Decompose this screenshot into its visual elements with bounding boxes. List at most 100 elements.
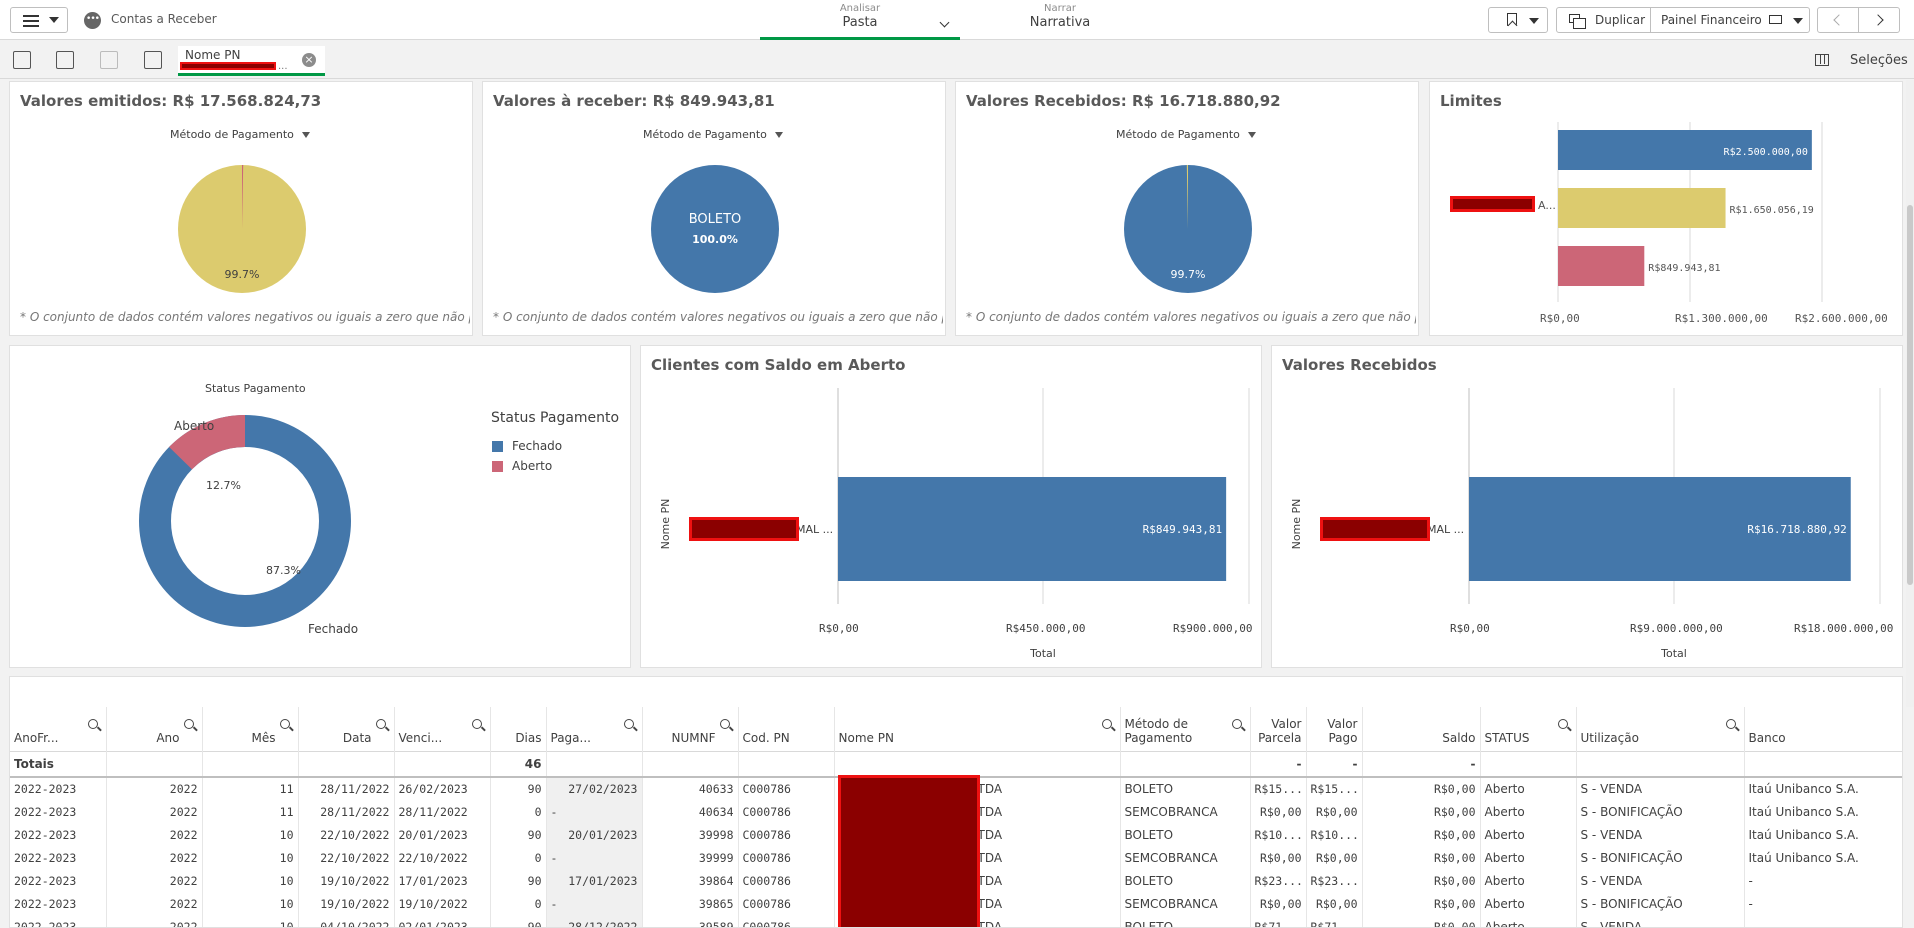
- selections-label[interactable]: Seleções: [1850, 53, 1908, 68]
- column-header-dias[interactable]: Dias: [490, 707, 547, 751]
- bar-limite[interactable]: [1558, 130, 1812, 170]
- chevron-down-icon: [774, 132, 783, 138]
- column-header-ano[interactable]: Ano: [106, 707, 203, 751]
- cell-banco: Itaú Unibanco S.A.: [1744, 846, 1902, 869]
- bar-cliente[interactable]: [1469, 477, 1851, 581]
- pie-chart[interactable]: 99.7%: [175, 162, 310, 297]
- monitor-icon: [1769, 15, 1782, 24]
- cell-venci: 02/01/2023: [394, 915, 491, 927]
- selection-chip-nome-pn[interactable]: Nome PN ... ×: [178, 46, 325, 76]
- cell-valor-parcela: R$0,00: [1250, 800, 1307, 823]
- column-header-label: Ano: [156, 730, 180, 745]
- recebidos-bar-chart[interactable]: Nome PN R$16.718.880,92 MAL ... R$0,00 R…: [1272, 346, 1904, 669]
- smart-search-icon[interactable]: [13, 51, 31, 69]
- bookmarks-button[interactable]: [1488, 7, 1548, 33]
- column-header-cod-pn[interactable]: Cod. PN: [738, 707, 835, 751]
- cell-dias: 90: [490, 823, 547, 846]
- donut-chart[interactable]: Aberto Fechado 12.7% 87.3%: [130, 406, 360, 636]
- column-header-data[interactable]: Data: [298, 707, 395, 751]
- column-header-paga[interactable]: Paga...: [546, 707, 643, 751]
- column-header-nome-pn[interactable]: Nome PN: [834, 707, 1121, 751]
- page-scrollbar[interactable]: [1906, 80, 1914, 707]
- search-icon[interactable]: [1725, 718, 1736, 729]
- app-more-icon[interactable]: •••: [84, 12, 101, 29]
- dimension-selector[interactable]: Método de Pagamento: [643, 128, 783, 141]
- cell-saldo: R$0,00: [1362, 892, 1481, 915]
- bar-utilizado[interactable]: [1558, 188, 1726, 228]
- sheet-selector[interactable]: Painel Financeiro: [1650, 7, 1810, 33]
- donut-slice-aberto[interactable]: [169, 415, 246, 470]
- legend-item-fechado[interactable]: Fechado: [512, 439, 563, 453]
- column-header-banco[interactable]: Banco: [1744, 707, 1902, 751]
- limites-bar-chart[interactable]: R$2.500.000,00 R$1.650.056,19 R$849.943,…: [1430, 82, 1904, 337]
- table-row[interactable]: 2022-2023 2022 10 22/10/2022 20/01/2023 90 20/…: [10, 823, 1902, 846]
- cell-banco: -: [1744, 892, 1902, 915]
- column-header-utilizacao[interactable]: Utilização: [1576, 707, 1745, 751]
- previous-sheet-button[interactable]: [1817, 7, 1859, 33]
- search-icon[interactable]: [87, 718, 98, 729]
- dimension-selector[interactable]: Método de Pagamento: [1116, 128, 1256, 141]
- step-forward-icon[interactable]: [100, 51, 118, 69]
- column-header-metodo[interactable]: Método de Pagamento: [1120, 707, 1251, 751]
- bar-cliente[interactable]: [838, 477, 1227, 581]
- pie-pct-label: 100.0%: [692, 233, 738, 246]
- search-icon[interactable]: [1231, 718, 1242, 729]
- bar-aberto[interactable]: [1558, 246, 1645, 286]
- search-icon[interactable]: [1557, 718, 1568, 729]
- card-title: Valores emitidos: R$ 17.568.824,73: [20, 92, 322, 110]
- clear-selections-icon[interactable]: [144, 51, 162, 69]
- close-icon[interactable]: ×: [302, 53, 316, 67]
- pie-chart[interactable]: 99.7%: [1121, 162, 1256, 297]
- clientes-bar-chart[interactable]: Nome PN R$849.943,81 MAL ... R$0,00 R$45…: [641, 346, 1263, 669]
- column-header-saldo[interactable]: Saldo: [1362, 707, 1481, 751]
- table-row[interactable]: 2022-2023 2022 10 22/10/2022 22/10/2022 0-399…: [10, 846, 1902, 869]
- column-header-valor-pago[interactable]: Valor Pago: [1306, 707, 1363, 751]
- cell-metodo: BOLETO: [1120, 915, 1251, 927]
- cell-status: Aberto: [1480, 915, 1577, 927]
- search-icon[interactable]: [623, 718, 634, 729]
- search-icon[interactable]: [183, 718, 194, 729]
- valores-recebidos-card: Valores Recebidos Nome PN R$16.718.880,9…: [1271, 345, 1903, 668]
- dimension-selector[interactable]: Método de Pagamento: [170, 128, 310, 141]
- category-label: MAL ...: [796, 523, 833, 536]
- table-row[interactable]: 2022-2023 2022 10 19/10/2022 17/01/2023 90 17/…: [10, 869, 1902, 892]
- main-menu-button[interactable]: [10, 7, 68, 33]
- column-header-label: Valor Pago: [1327, 716, 1358, 745]
- legend-item-aberto[interactable]: Aberto: [512, 459, 553, 473]
- totals-cell-saldo: -: [1362, 750, 1481, 778]
- scrollbar-thumb[interactable]: [1907, 205, 1913, 585]
- pie-slice-boleto[interactable]: [651, 165, 779, 293]
- sheet-label: Painel Financeiro: [1661, 13, 1762, 27]
- bookmark-icon: [1507, 13, 1517, 26]
- chevron-down-icon: [49, 17, 59, 23]
- cell-valor-parcela: R$71...: [1250, 915, 1307, 927]
- cell-ano: 2022: [106, 869, 203, 892]
- pie-slice-small[interactable]: [242, 164, 244, 229]
- column-header-mes[interactable]: Mês: [202, 707, 299, 751]
- column-header-numnf[interactable]: NUMNF: [642, 707, 739, 751]
- cell-numnf: 39865: [642, 892, 739, 915]
- search-icon[interactable]: [375, 718, 386, 729]
- cell-mes: 11: [202, 777, 299, 800]
- column-header-label: Dias: [515, 730, 542, 745]
- kpi-card-a-receber: Valores à receber: R$ 849.943,81 Método …: [482, 81, 946, 336]
- grid-icon[interactable]: [1815, 54, 1829, 66]
- tab-analisar[interactable]: Analisar Pasta: [760, 0, 960, 40]
- tab-narrar[interactable]: Narrar Narrativa: [960, 0, 1160, 40]
- cell-numnf: 40633: [642, 777, 739, 800]
- pie-chart[interactable]: BOLETO 100.0%: [648, 162, 783, 297]
- chevron-right-icon: [1872, 14, 1884, 26]
- step-back-icon[interactable]: [56, 51, 74, 69]
- search-icon[interactable]: [1101, 718, 1112, 729]
- cell-venci: 26/02/2023: [394, 777, 491, 800]
- next-sheet-button[interactable]: [1858, 7, 1900, 33]
- duplicate-button[interactable]: Duplicar: [1556, 7, 1651, 33]
- column-header-valor-parcela[interactable]: Valor Parcela: [1250, 707, 1307, 751]
- search-icon[interactable]: [719, 718, 730, 729]
- search-icon[interactable]: [471, 718, 482, 729]
- search-icon[interactable]: [279, 718, 290, 729]
- column-header-status[interactable]: STATUS: [1480, 707, 1577, 751]
- cell-utilizacao: S - BONIFICAÇÃO: [1576, 800, 1745, 823]
- column-header-venci[interactable]: Venci...: [394, 707, 491, 751]
- column-header-anofr[interactable]: AnoFr...: [10, 707, 107, 751]
